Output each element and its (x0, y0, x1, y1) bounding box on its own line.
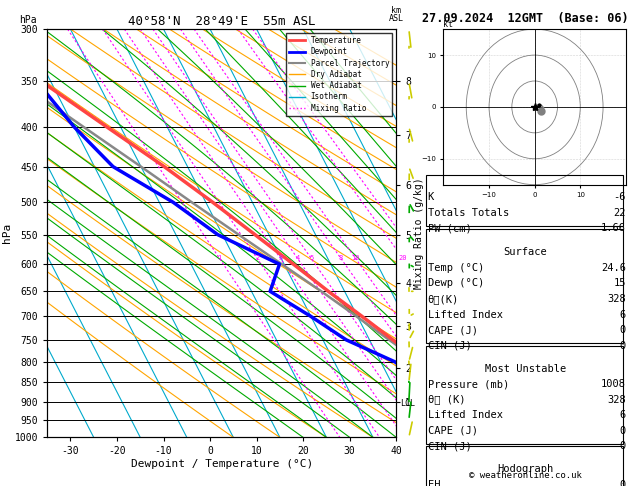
Text: Totals Totals: Totals Totals (428, 208, 509, 218)
Text: -6: -6 (613, 192, 626, 202)
Text: Most Unstable: Most Unstable (484, 364, 566, 374)
Text: 15: 15 (613, 278, 626, 289)
Text: 0: 0 (620, 480, 626, 486)
Legend: Temperature, Dewpoint, Parcel Trajectory, Dry Adiabat, Wet Adiabat, Isotherm, Mi: Temperature, Dewpoint, Parcel Trajectory… (286, 33, 392, 116)
X-axis label: Dewpoint / Temperature (°C): Dewpoint / Temperature (°C) (131, 459, 313, 469)
Text: 22: 22 (613, 208, 626, 218)
Text: 328: 328 (607, 395, 626, 405)
Text: Lifted Index: Lifted Index (428, 310, 503, 320)
Title: 40°58'N  28°49'E  55m ASL: 40°58'N 28°49'E 55m ASL (128, 15, 316, 28)
Text: 1008: 1008 (601, 379, 626, 389)
Text: PW (cm): PW (cm) (428, 223, 472, 233)
Text: LCL: LCL (401, 399, 415, 408)
Text: K: K (428, 192, 434, 202)
Y-axis label: Mixing Ratio (g/kg): Mixing Ratio (g/kg) (414, 177, 424, 289)
Text: Surface: Surface (503, 247, 547, 258)
Text: 20: 20 (399, 256, 408, 261)
Text: 5: 5 (309, 256, 313, 261)
Text: 328: 328 (607, 294, 626, 304)
Text: 2: 2 (255, 256, 259, 261)
Text: CIN (J): CIN (J) (428, 341, 472, 351)
Text: Hodograph: Hodograph (497, 464, 554, 474)
Text: km
ASL: km ASL (389, 6, 404, 23)
Text: 0: 0 (620, 441, 626, 451)
Text: θᴄ(K): θᴄ(K) (428, 294, 459, 304)
Text: © weatheronline.co.uk: © weatheronline.co.uk (469, 471, 582, 480)
Text: Temp (°C): Temp (°C) (428, 263, 484, 273)
Text: 0: 0 (620, 325, 626, 335)
Text: 27.09.2024  12GMT  (Base: 06): 27.09.2024 12GMT (Base: 06) (422, 12, 628, 25)
Text: EH: EH (428, 480, 440, 486)
Text: 6: 6 (620, 410, 626, 420)
Text: Dewp (°C): Dewp (°C) (428, 278, 484, 289)
Text: 4: 4 (296, 256, 299, 261)
Text: θᴄ (K): θᴄ (K) (428, 395, 465, 405)
Text: CAPE (J): CAPE (J) (428, 426, 477, 436)
Text: 24.6: 24.6 (601, 263, 626, 273)
Text: kt: kt (443, 20, 454, 29)
Text: CIN (J): CIN (J) (428, 441, 472, 451)
Text: Lifted Index: Lifted Index (428, 410, 503, 420)
Text: 6: 6 (620, 310, 626, 320)
Text: 0: 0 (620, 426, 626, 436)
Text: 0: 0 (620, 341, 626, 351)
Text: hPa: hPa (19, 15, 37, 25)
Y-axis label: hPa: hPa (2, 223, 12, 243)
Text: 8: 8 (339, 256, 343, 261)
Text: 1.66: 1.66 (601, 223, 626, 233)
Text: 1: 1 (218, 256, 221, 261)
Text: 10: 10 (352, 256, 360, 261)
Text: CAPE (J): CAPE (J) (428, 325, 477, 335)
Text: Pressure (mb): Pressure (mb) (428, 379, 509, 389)
Text: 3: 3 (279, 256, 282, 261)
